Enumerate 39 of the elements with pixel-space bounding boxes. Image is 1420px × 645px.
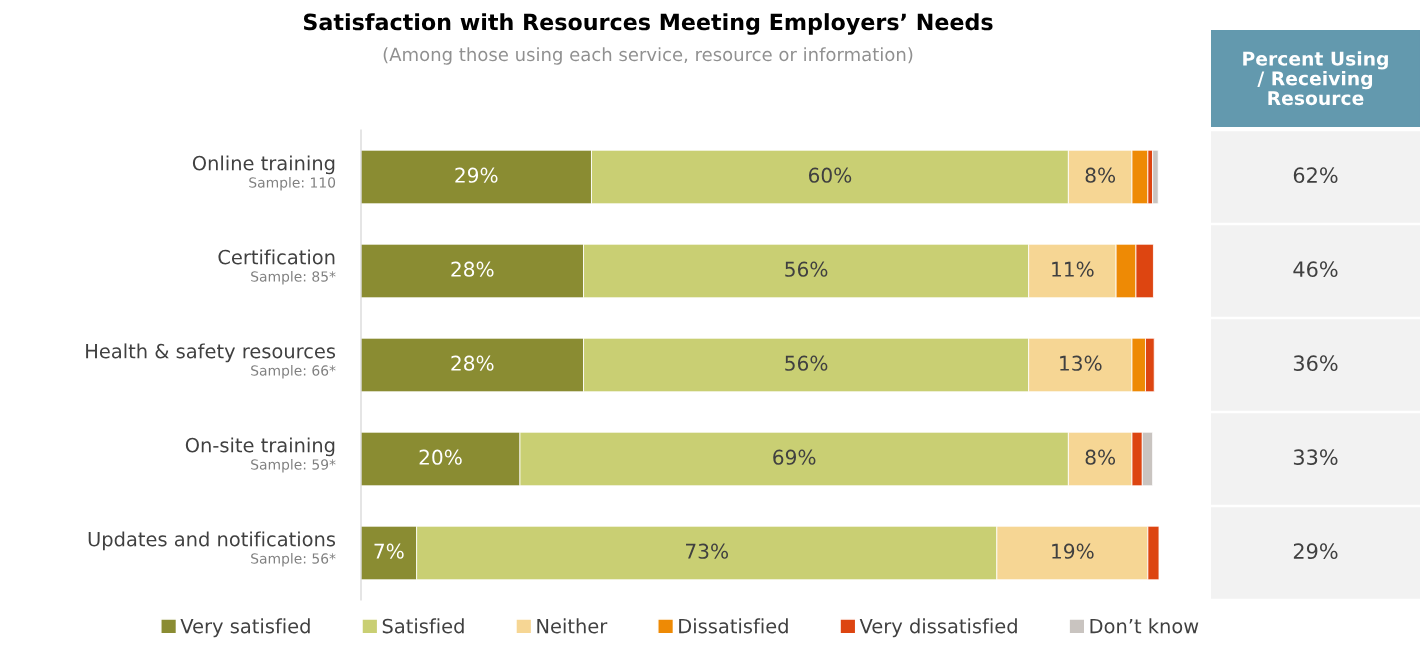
data-label: 29% bbox=[455, 167, 498, 183]
data-label: 60% bbox=[808, 167, 852, 183]
text: 62% bbox=[1293, 167, 1338, 184]
text: Percent Using / Receiving Resource bbox=[1243, 51, 1388, 106]
text: 29% bbox=[1293, 543, 1338, 560]
legend-label: Very dissatisfied bbox=[859, 618, 1017, 638]
chart-title: Satisfaction with Resources Meeting Employers’ Needs bbox=[303, 13, 993, 35]
data-label: 13% bbox=[1060, 355, 1102, 371]
data-label: 56% bbox=[785, 261, 828, 277]
legend-label: Don’t know bbox=[1090, 618, 1199, 634]
text: Sample: 110 bbox=[249, 177, 336, 191]
text: 46% bbox=[1293, 261, 1338, 278]
chart-subtitle: (Among those using each service, resource or information) bbox=[383, 47, 913, 65]
data-label: 11% bbox=[1052, 261, 1094, 277]
data-label: 69% bbox=[773, 449, 816, 465]
text: 33% bbox=[1293, 449, 1338, 466]
text: Sample: 59* bbox=[251, 459, 336, 473]
data-label: 8% bbox=[1085, 167, 1116, 183]
text: Sample: 66* bbox=[251, 365, 336, 379]
legend-label: Very satisfied bbox=[180, 618, 310, 638]
y-tick-label: Online training bbox=[192, 155, 335, 175]
data-label: 73% bbox=[686, 543, 729, 559]
data-label: 19% bbox=[1052, 543, 1094, 559]
legend-label: Dissatisfied bbox=[679, 618, 788, 634]
legend-label: Satisfied bbox=[382, 618, 464, 634]
text: 36% bbox=[1293, 355, 1338, 372]
legend-label: Neither bbox=[537, 618, 608, 634]
data-label: 8% bbox=[1085, 449, 1116, 465]
y-tick-label: Certification bbox=[218, 249, 335, 265]
y-tick-label: Updates and notifications bbox=[88, 531, 336, 551]
text: Sample: 56* bbox=[251, 553, 336, 567]
y-tick-label: Health & safety resources bbox=[86, 343, 336, 363]
data-label: 20% bbox=[419, 449, 462, 465]
data-label: 56% bbox=[785, 355, 828, 371]
text: Sample: 85* bbox=[251, 271, 336, 285]
data-label: 28% bbox=[451, 355, 494, 371]
data-label: 28% bbox=[451, 261, 494, 277]
data-label: 7% bbox=[374, 543, 404, 559]
y-tick-label: On-site training bbox=[185, 437, 335, 457]
